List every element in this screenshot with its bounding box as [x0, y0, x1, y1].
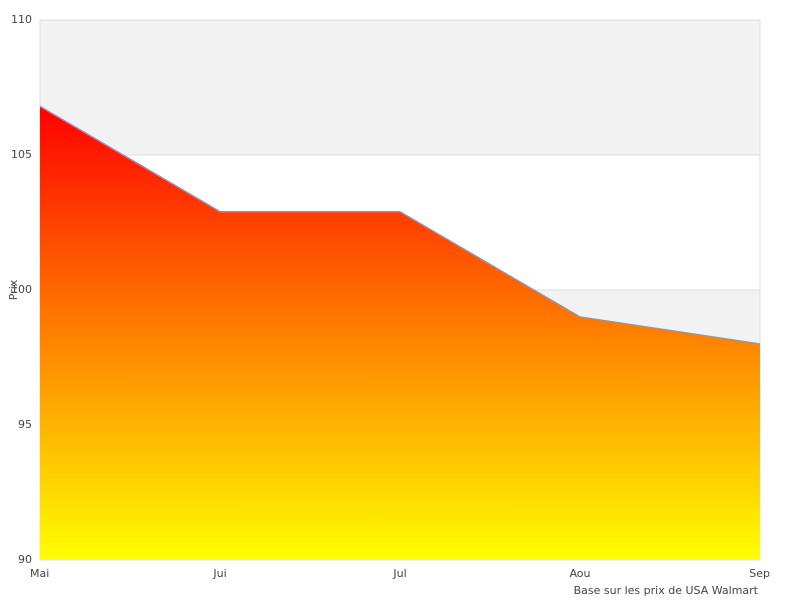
x-tick-label: Jul: [392, 567, 406, 580]
y-tick-label: 105: [11, 148, 32, 161]
y-axis-label: Prix: [7, 279, 20, 300]
y-tick-label: 95: [18, 418, 32, 431]
y-tick-label: 110: [11, 13, 32, 26]
line: [39, 105, 761, 345]
area: [40, 106, 760, 561]
footnote: Base sur les prix de USA Walmart: [574, 584, 759, 597]
y-tick-label: 100: [11, 283, 32, 296]
x-tick-label: Jui: [212, 567, 226, 580]
x-tick-label: Aou: [569, 567, 590, 580]
x-tick-label: Sep: [749, 567, 770, 580]
grid-band: [40, 20, 760, 155]
y-tick-label: 90: [18, 553, 32, 566]
x-tick-label: Mai: [30, 567, 49, 580]
